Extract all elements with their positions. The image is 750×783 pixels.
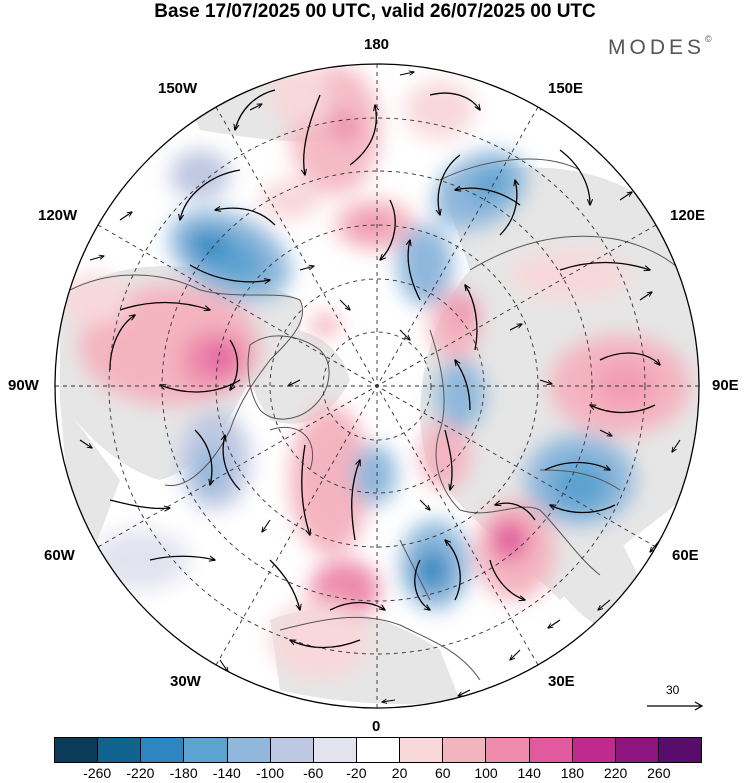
anomaly-field [55,64,699,708]
colorbar-tick-label: 180 [560,765,585,781]
lon-label-30w: 30W [170,673,201,690]
reference-vector-label: 30 [666,683,680,697]
colorbar-tick-label: 20 [391,765,408,781]
lon-label-0: 0 [372,718,381,735]
lon-label-60e: 60E [672,547,699,564]
height-anomalies [60,65,690,680]
colorbar-swatch [529,738,573,762]
colorbar-tick-label: -180 [169,765,198,781]
colorbar [54,737,702,763]
wind-vectors [109,89,660,649]
lon-label-90e: 90E [712,377,739,394]
modes-logo: MODES© [608,34,712,60]
colorbar-swatch [184,738,228,762]
lon-label-150e: 150E [548,80,584,97]
lon-label-120w: 120W [38,207,78,224]
colorbar-tick-label: 220 [603,765,628,781]
colorbar-swatch [270,738,314,762]
lon-label-60w: 60W [44,547,75,564]
colorbar-swatch [141,738,185,762]
lon-label-90w: 90W [8,377,39,394]
colorbar-swatch [55,738,99,762]
colorbar-swatch [615,738,659,762]
colorbar-swatch [313,738,357,762]
colorbar-swatch [400,738,444,762]
colorbar-tick-label: 140 [517,765,541,781]
colorbar-tick-label: -60 [303,765,324,781]
colorbar-swatch [658,738,702,762]
colorbar-tick-label: -20 [346,765,367,781]
colorbar-tick-label: -220 [126,765,155,781]
lon-label-120e: 120E [670,207,706,224]
colorbar-swatch [98,738,142,762]
colorbar-tick-label: -140 [212,765,241,781]
lon-label-30e: 30E [548,673,575,690]
colorbar-swatch [227,738,271,762]
brand-name: MODES [608,36,706,59]
map-boundary [54,63,700,709]
reference-arrow-icon [647,701,704,711]
colorbar-tick-label: 60 [435,765,451,781]
colorbar-tick-label: 260 [647,765,671,781]
colorbar-tick-label: 100 [474,765,498,781]
graticule [55,64,699,708]
colorbar-swatch [356,738,401,762]
colorbar-swatch [486,738,530,762]
colorbar-tick-label: -260 [83,765,112,781]
colorbar-swatch [572,738,616,762]
colorbar-swatch [443,738,487,762]
reference-vector: 30 [645,683,705,713]
lon-label-150w: 150W [158,80,198,97]
lon-label-180: 180 [364,36,390,53]
copyright-mark: © [705,34,712,44]
map-title: Base 17/07/2025 00 UTC, valid 26/07/2025… [154,1,596,22]
colorbar-tick-label: -100 [255,765,285,781]
